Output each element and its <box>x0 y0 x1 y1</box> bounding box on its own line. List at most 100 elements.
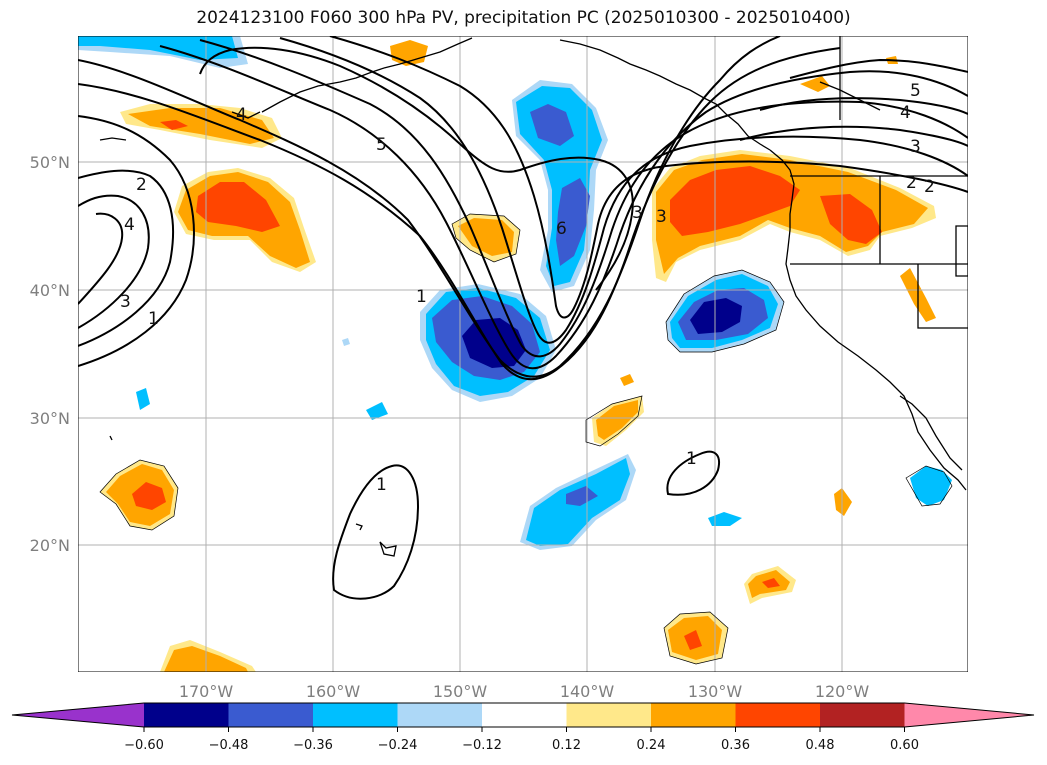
colorbar: −0.60 −0.48 −0.36 −0.24 −0.12 0.12 0.24 … <box>11 702 1035 753</box>
pos-blob-small-28n <box>620 374 634 386</box>
lon-tick: 140°W <box>560 682 615 701</box>
colorbar-tick-label: 0.60 <box>890 738 919 753</box>
colorbar-segment <box>651 703 736 727</box>
contour-label: 1 <box>376 475 387 495</box>
colorbar-segment <box>566 703 651 727</box>
pos-blob-top-right <box>800 76 830 92</box>
pos-blob-168w-red <box>196 182 280 232</box>
neg-blob-131w-60 <box>690 298 742 334</box>
colorbar-extend-min <box>12 703 144 727</box>
pos-blob-137w-orange <box>596 400 638 440</box>
gridlines <box>78 36 968 672</box>
contour-label: 4 <box>900 103 911 123</box>
lat-tick: 40°N <box>30 281 70 300</box>
contour-label: 3 <box>910 137 921 157</box>
contour-label: 1 <box>148 309 159 329</box>
contour-label: 3 <box>632 203 643 223</box>
neg-column-142w-48a <box>530 104 574 146</box>
colorbar-segment <box>482 703 567 727</box>
map-title: 2024123100 F060 300 hPa PV, precipitatio… <box>196 8 851 28</box>
map-panel: 5 4 3 2 2 3 4 1 6 1 3 4 5 3 2 1 1 <box>78 36 968 672</box>
contour-line-topright-c <box>739 125 968 147</box>
contour-label: 2 <box>136 175 147 195</box>
contour-labels: 5 4 3 2 2 3 4 1 6 1 3 4 5 3 2 1 1 <box>120 81 935 495</box>
colorbar-tick-label: 0.48 <box>806 738 835 753</box>
pos-band-coast-red-east <box>820 194 882 244</box>
contour-label: 2 <box>906 173 917 193</box>
contour-line-topright-b <box>759 97 968 115</box>
anomaly-fills <box>78 36 952 672</box>
colorbar-segment <box>820 703 905 727</box>
contour-label: 4 <box>236 105 247 125</box>
lat-tick-labels: 50°N 40°N 30°N 20°N <box>30 153 70 555</box>
contour-line-1 <box>78 115 195 367</box>
lon-tick: 130°W <box>688 682 743 701</box>
lat-tick: 50°N <box>30 153 70 172</box>
colorbar-tick-label: 0.36 <box>721 738 750 753</box>
pos-blob-147w-orange <box>458 218 514 256</box>
colorbar-tick-label: −0.36 <box>293 738 333 753</box>
neg-blob-small-117w <box>910 466 952 506</box>
colorbar-tick-label: −0.12 <box>462 738 502 753</box>
contour-line-8 <box>199 39 968 358</box>
contour-label: 1 <box>416 287 427 307</box>
fill-outlines <box>99 213 953 665</box>
contour-line-4 <box>78 212 124 305</box>
contour-label: 3 <box>120 292 131 312</box>
contour-line-east-1 <box>666 450 720 496</box>
pos-blob-125w-18n-red <box>762 578 780 588</box>
contour-line-5 <box>78 36 781 378</box>
colorbar-segment <box>735 703 820 727</box>
coastlines <box>99 36 968 557</box>
contour-label: 2 <box>924 177 935 197</box>
lat-tick: 30°N <box>30 409 70 428</box>
colorbar-segment <box>397 703 482 727</box>
pos-band-coast-red <box>670 166 800 236</box>
colorbar-extend-max <box>904 703 1034 727</box>
contour-label: 1 <box>686 449 697 469</box>
pos-blob-174w-red <box>132 482 166 510</box>
neg-blob-small-175w <box>136 388 150 410</box>
contour-label: 3 <box>656 207 667 227</box>
colorbar-ticks <box>143 727 905 732</box>
lon-tick: 160°W <box>306 682 361 701</box>
contour-line-topright-a <box>789 58 968 79</box>
contour-label: 5 <box>376 135 387 155</box>
lat-tick: 20°N <box>30 536 70 555</box>
colorbar-tick-label: −0.24 <box>378 738 418 753</box>
contour-line-trough-inner <box>199 46 634 291</box>
contour-line-3 <box>78 194 150 329</box>
neg-strip-topleft-core <box>78 36 238 60</box>
contour-label: 6 <box>556 219 567 239</box>
contour-line-7 <box>159 45 968 370</box>
pos-band-north-red <box>160 120 188 130</box>
colorbar-segment <box>228 703 313 727</box>
pos-blob-120w-23n <box>834 488 852 516</box>
lon-tick-labels: 170°W 160°W 150°W 140°W 130°W 120°W <box>179 682 870 701</box>
contour-line-6 <box>78 47 841 381</box>
neg-blob-small-158w <box>366 402 388 420</box>
neg-blob-small-129w <box>708 512 742 526</box>
pos-blob-bottom-131w-red <box>684 630 702 650</box>
colorbar-tick-label: 0.12 <box>552 738 581 753</box>
contour-label: 4 <box>124 215 135 235</box>
neg-blob-small-159w <box>342 338 350 346</box>
neg-trough-blob-60 <box>462 318 526 368</box>
colorbar-segment <box>313 703 398 727</box>
contour-line-9 <box>279 37 968 344</box>
colorbar-tick-label: −0.60 <box>124 738 164 753</box>
colorbar-tick-label: −0.48 <box>209 738 249 753</box>
lon-tick: 150°W <box>433 682 488 701</box>
contour-line-2 <box>78 169 174 347</box>
pv-contours <box>78 36 968 600</box>
contour-line-10 <box>329 36 968 319</box>
contour-label: 5 <box>910 81 921 101</box>
colorbar-segment <box>144 703 229 727</box>
lon-tick: 120°W <box>815 682 870 701</box>
colorbar-tick-label: 0.24 <box>637 738 666 753</box>
contour-line-hawaii <box>332 464 420 600</box>
pos-band-north-orange <box>128 108 274 144</box>
neg-blob-140w-48 <box>566 486 598 506</box>
lon-tick: 170°W <box>179 682 234 701</box>
